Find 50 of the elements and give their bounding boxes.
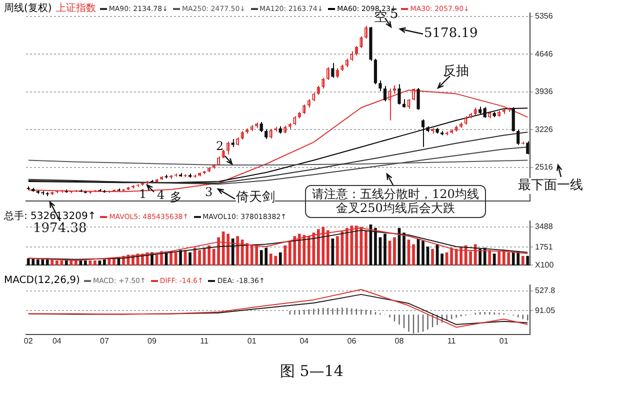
candlestick [416,87,420,110]
caption: 图 5—14 [280,362,344,380]
y-tick-label: 3488 [535,222,554,232]
candlestick [398,84,401,105]
candlestick [516,129,520,146]
annotation: 反抽 [443,64,469,80]
x-tick-label: 02 [24,336,34,346]
candlestick [383,85,387,102]
annotation: 3 [205,185,213,200]
rounded-frame: 请注意：五线分散时，120均线 金叉250均线后会大跌 [305,185,486,218]
x-tick-label: 09 [148,336,157,346]
x-tick-label: 04 [52,336,62,346]
annotation: 1 [139,187,147,202]
chart-subtitle: 上证指数 [56,3,96,14]
y-tick-label: 3936 [535,87,554,96]
x-tick-label: 01 [499,336,509,346]
annotation: 倚天剑 [236,190,275,206]
x-tick-label: 04 [300,336,310,346]
annotation: 2 [216,139,224,154]
y-tick-label: X100 [535,260,554,270]
y-tick-label: 2516 [535,162,554,172]
y-tick-label: 4646 [535,49,554,58]
candlestick [421,118,425,148]
annotation: 请注意：五线分散时，120均线 [312,187,479,202]
chart-title: MACD(12,26,9) [4,275,80,286]
annotation: 4 [157,188,165,202]
candlestick [512,106,515,132]
candlestick [526,140,530,155]
candlestick [378,80,382,92]
candlestick [260,121,263,133]
x-tick-label: 11 [200,336,209,346]
annotation: 5178.19 [424,26,478,42]
candlestick [374,58,378,85]
annotation: 空 [374,10,387,26]
y-tick-label: 3226 [535,124,554,134]
candlestick [264,128,268,140]
candlestick [331,62,334,78]
x-tick-label: 06 [347,336,357,346]
chart-title: 周线(复权) [4,3,52,14]
x-tick-label: 11 [447,336,456,346]
x-tick-label: 07 [100,336,110,346]
y-tick-label: 1751 [535,242,554,252]
annotation: 最下面一线 [518,178,583,194]
x-tick-label: 01 [247,336,257,346]
candlestick [483,106,486,118]
y-tick-label: 527.8 [535,286,556,296]
y-tick-label: 5356 [535,12,554,21]
x-tick-label: 08 [394,336,404,346]
y-tick-label: 91.05 [535,306,556,315]
annotation: 多 [170,190,182,204]
